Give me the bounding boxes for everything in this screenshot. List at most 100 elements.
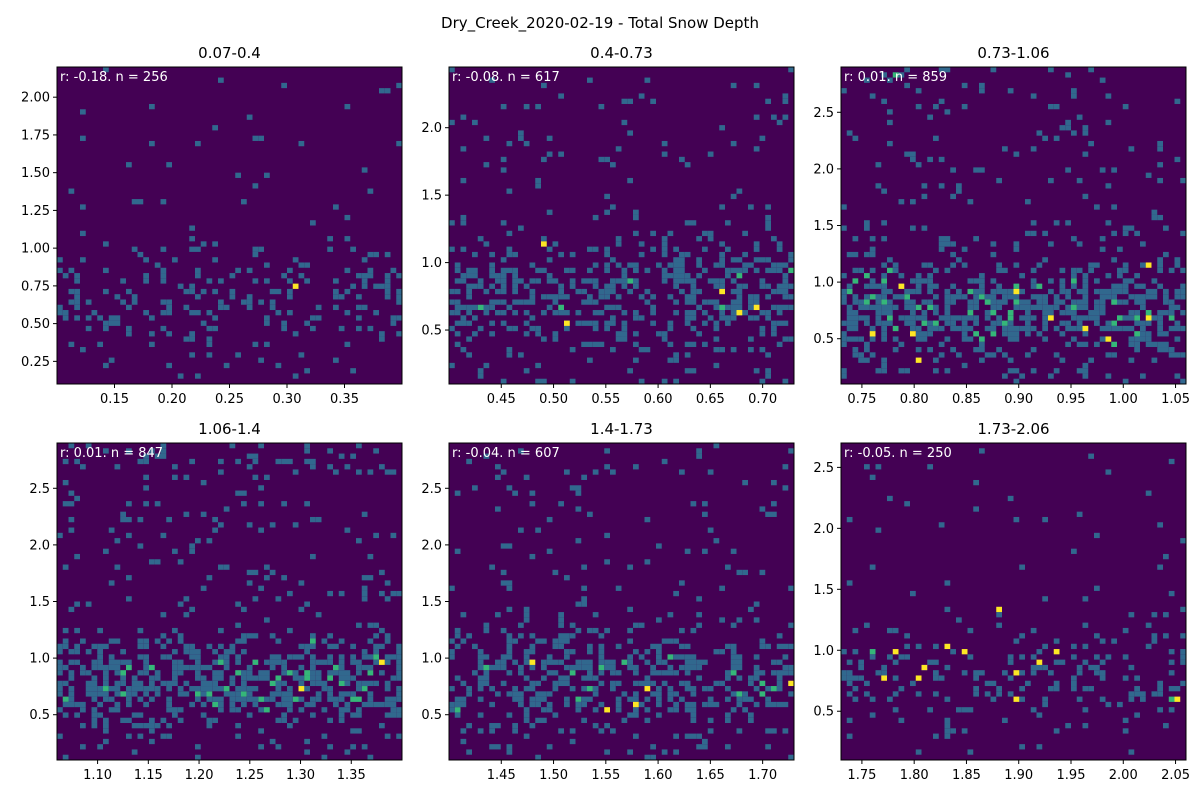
heatmap-cell [944, 299, 951, 305]
heatmap-cell [841, 373, 847, 379]
heatmap-cell [627, 749, 633, 755]
heatmap-cell [621, 331, 628, 337]
heatmap-cell [287, 294, 293, 300]
heatmap-cell [103, 675, 109, 681]
heatmap-cell [615, 294, 622, 300]
heatmap-cell [338, 664, 345, 671]
heatmap-cell [927, 304, 933, 311]
heatmap-cell [390, 675, 397, 681]
heatmap-cell [598, 649, 605, 655]
heatmap-cell [396, 315, 402, 321]
heatmap-cell [483, 680, 490, 687]
heatmap-cell [1128, 357, 1135, 363]
heatmap-cell [638, 241, 645, 247]
heatmap-cell [246, 664, 253, 671]
heatmap-cell [852, 325, 859, 332]
heatmap-cell [730, 140, 737, 147]
heatmap-cell [858, 664, 864, 671]
heatmap-cell [195, 691, 201, 697]
heatmap-cell [177, 559, 184, 565]
heatmap-cell [621, 717, 628, 724]
heatmap-cell [644, 680, 651, 687]
heatmap-cell [356, 728, 362, 734]
x-tick-label: 2.05 [1161, 768, 1190, 783]
heatmap-cell [287, 654, 293, 660]
x-tick-label: 1.25 [235, 768, 264, 783]
heatmap-cell [315, 516, 322, 523]
x-tick-label: 1.95 [1057, 768, 1086, 783]
heatmap-cell [1036, 712, 1043, 718]
heatmap-cell [1042, 310, 1048, 316]
heatmap-cell [933, 675, 939, 681]
heatmap-cell [927, 325, 933, 332]
heatmap-cell [218, 701, 224, 708]
heatmap-cell [131, 294, 138, 300]
heatmap-cell [367, 251, 374, 258]
heatmap-cell [684, 251, 691, 258]
heatmap-cell [546, 654, 553, 660]
heatmap-cell [344, 341, 351, 348]
heatmap-cell [771, 331, 777, 337]
heatmap-cell [177, 670, 184, 676]
heatmap-cell [846, 288, 853, 295]
heatmap-cell [68, 701, 75, 708]
heatmap-cell [679, 696, 685, 702]
heatmap-cell [454, 707, 461, 713]
heatmap-cell [984, 315, 991, 321]
heatmap-cell [1111, 352, 1117, 358]
heatmap-cell [367, 664, 374, 671]
heatmap-cell [541, 336, 547, 342]
heatmap-cell-max [564, 320, 570, 326]
heatmap-cell [1076, 368, 1083, 374]
heatmap-cell [1117, 267, 1123, 274]
heatmap-cell [587, 511, 593, 517]
heatmap-cell [466, 267, 472, 274]
heatmap-cell [742, 696, 748, 702]
heatmap-cell [85, 315, 92, 321]
heatmap-cell [604, 193, 610, 200]
heatmap-cell [1053, 103, 1060, 110]
heatmap-cell [500, 627, 507, 634]
heatmap-cell [183, 680, 190, 687]
subplot-1: 0.15 0.20 0.25 0.30 0.350.250.500.751.001.25… [21, 44, 403, 407]
heatmap-cell [68, 691, 75, 697]
heatmap-cell [143, 638, 149, 644]
heatmap-cell [973, 167, 979, 173]
heatmap-cell [1174, 686, 1181, 692]
heatmap-cell [742, 479, 748, 486]
heatmap-cell [333, 670, 339, 676]
heatmap-cell [229, 643, 236, 650]
heatmap-cell [575, 538, 582, 544]
heatmap-cells [57, 67, 402, 379]
heatmap-cell [160, 448, 167, 454]
heatmap-cell [875, 299, 882, 305]
heatmap-cell [887, 257, 893, 263]
heatmap-cell [1030, 267, 1037, 274]
heatmap-cell [315, 304, 322, 311]
heatmap-cell [615, 278, 622, 284]
heatmap-cell [575, 659, 582, 665]
heatmap-cell [529, 315, 536, 321]
heatmap-cell [500, 273, 507, 279]
heatmap-cell [679, 654, 685, 660]
heatmap-cell [338, 675, 345, 681]
heatmap-cell [103, 325, 109, 332]
heatmap-cell [944, 304, 951, 311]
heatmap-cell [725, 267, 731, 274]
heatmap-cell [1094, 670, 1100, 676]
heatmap-cell [1007, 320, 1014, 326]
heatmap-cell [454, 712, 461, 718]
heatmap-cell [1134, 320, 1140, 326]
heatmap-cell [892, 627, 899, 634]
heatmap-cell [938, 522, 945, 528]
heatmap-cell [627, 564, 633, 570]
heatmap-cell [281, 320, 287, 326]
heatmap-cell [944, 368, 951, 374]
heatmap-cell [460, 680, 467, 687]
heatmap-cell [361, 167, 368, 173]
heatmap-cell [1111, 325, 1117, 332]
heatmap-cell [195, 675, 201, 681]
heatmap-cell [344, 267, 351, 274]
heatmap-cell [846, 691, 853, 697]
heatmap-cell [541, 82, 547, 89]
